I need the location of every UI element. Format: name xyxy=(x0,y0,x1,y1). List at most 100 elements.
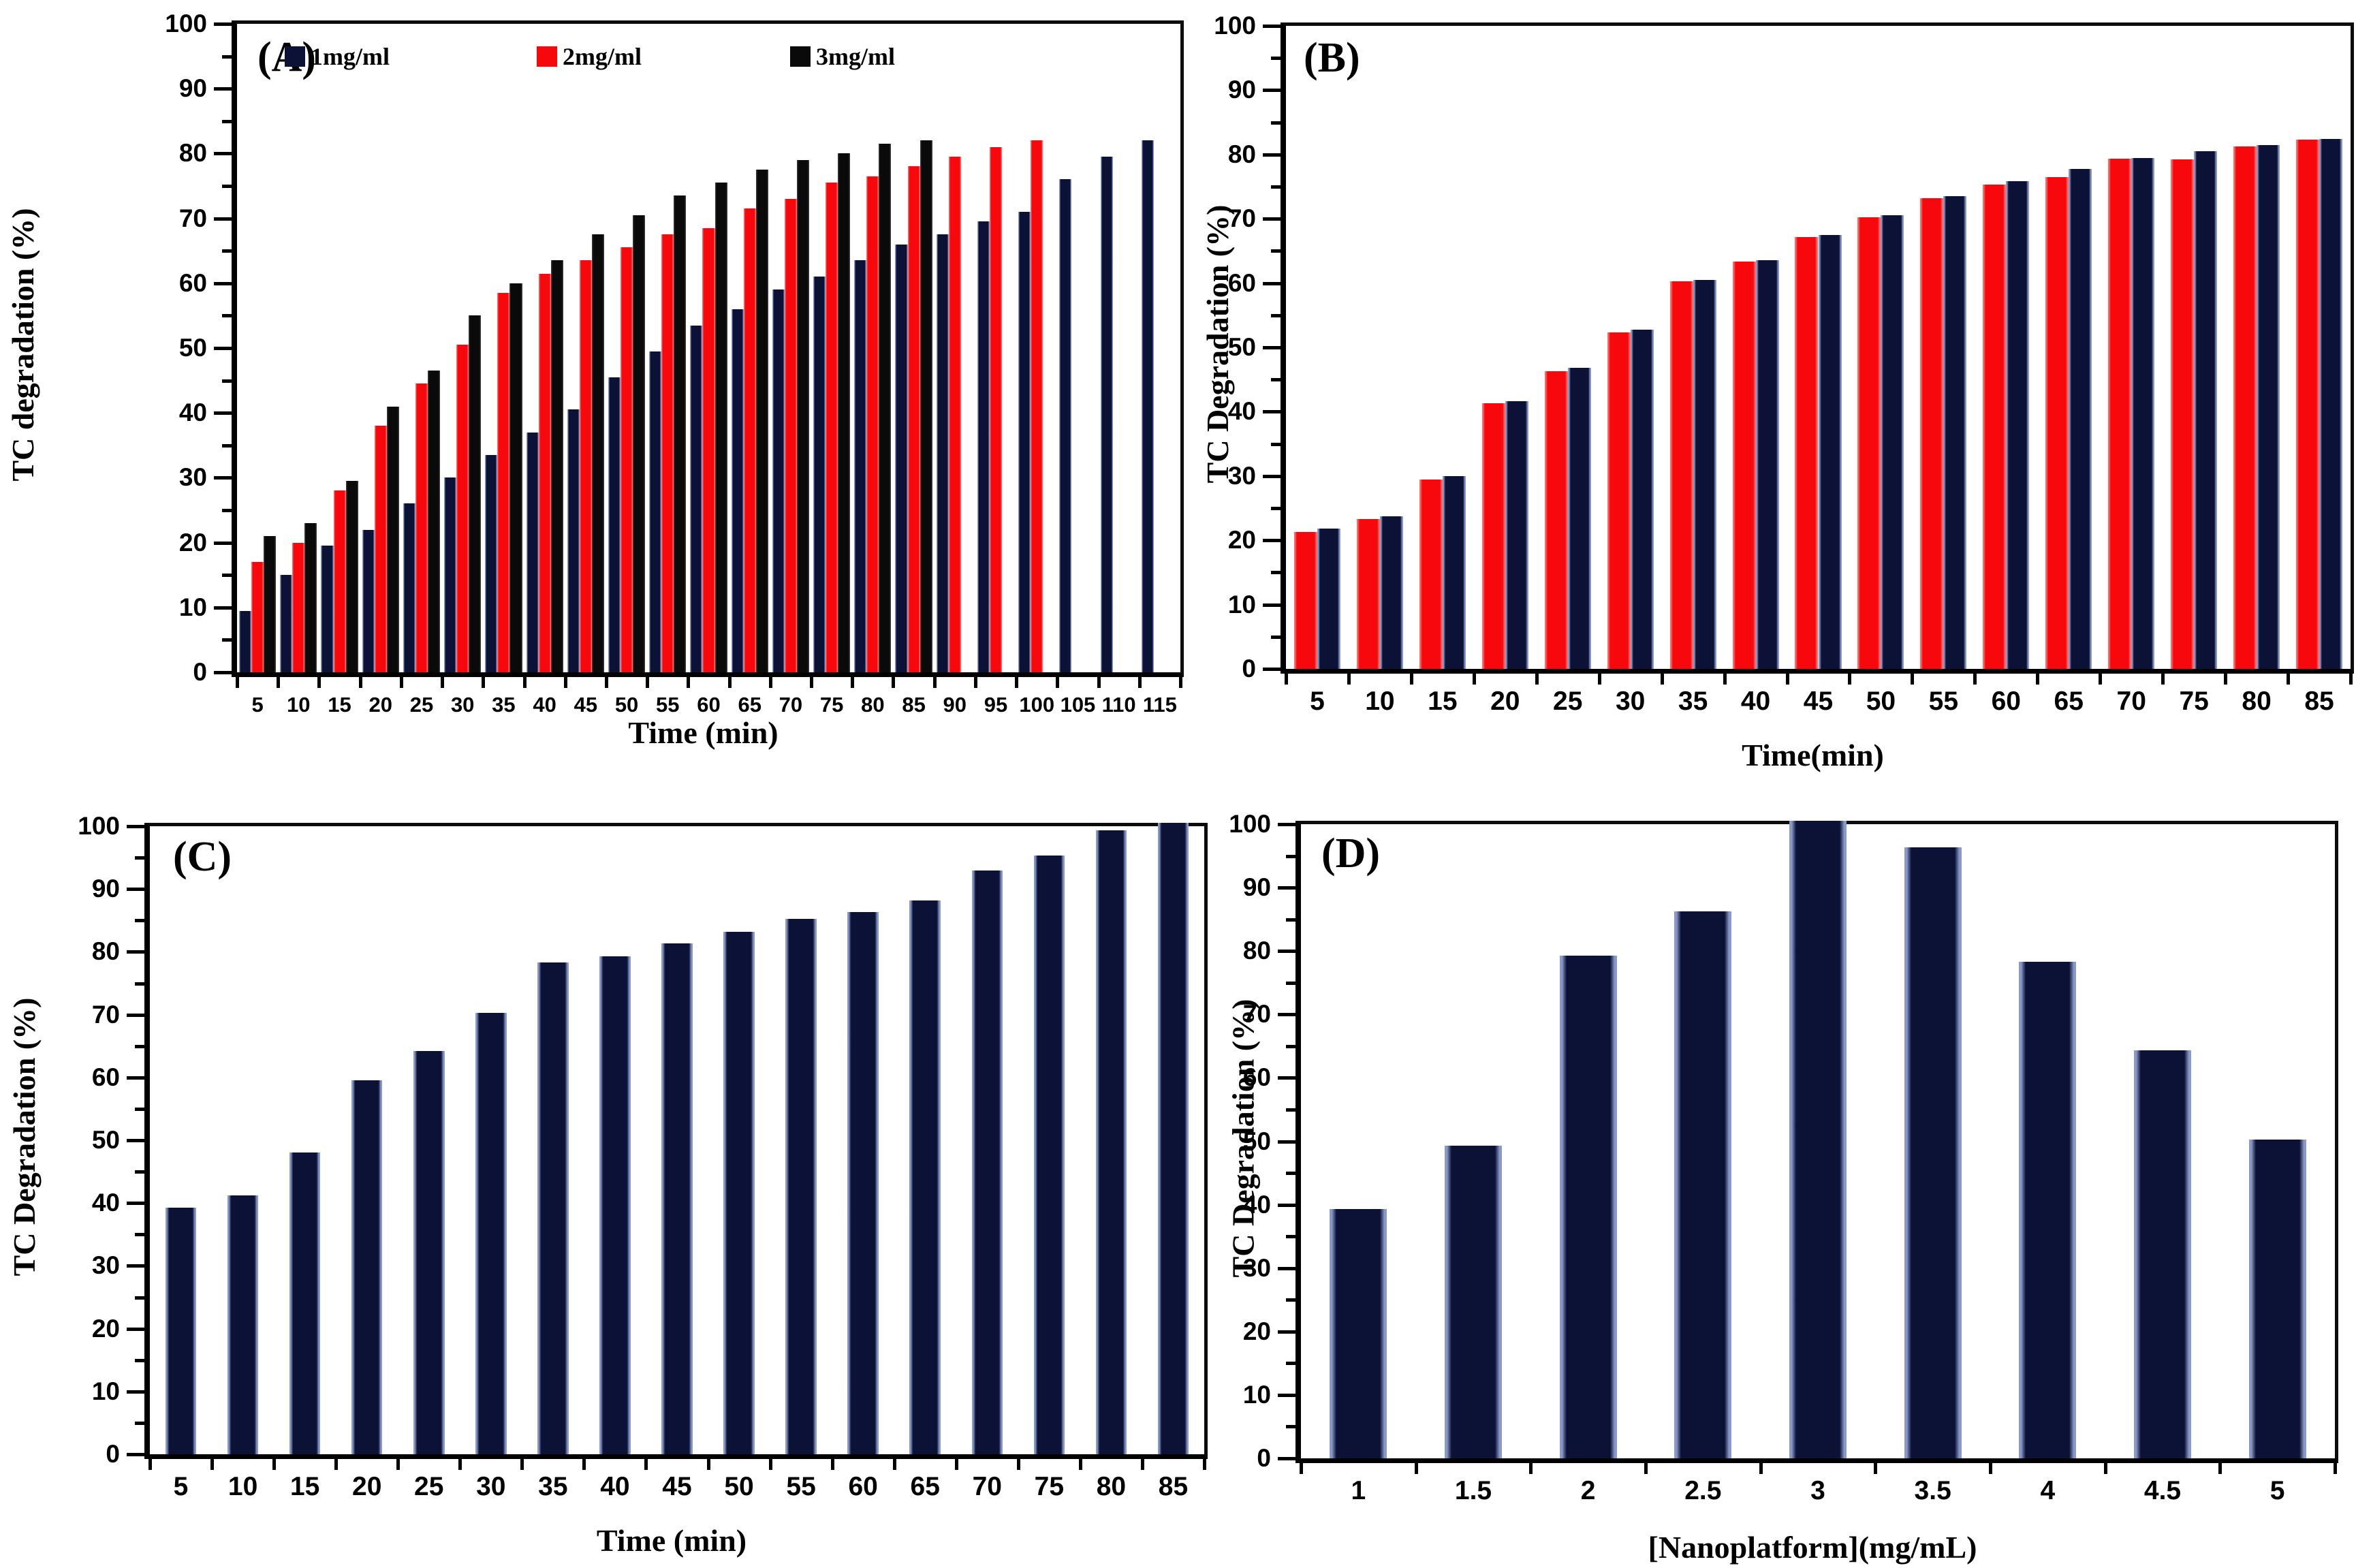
y-tick-minor xyxy=(1286,1425,1295,1429)
bar xyxy=(1559,955,1617,1458)
y-tick-major xyxy=(214,347,232,350)
bar xyxy=(971,870,1003,1454)
y-tick-label: 30 xyxy=(1227,461,1256,490)
y-tick-label: 90 xyxy=(1242,873,1271,902)
x-tick-label: 60 xyxy=(848,1472,878,1501)
x-tick-label: 30 xyxy=(476,1472,506,1501)
x-tick xyxy=(1203,1459,1206,1470)
x-tick xyxy=(522,677,527,688)
x-tick xyxy=(482,677,486,688)
x-tick xyxy=(1347,674,1351,685)
x-tick xyxy=(1597,674,1601,685)
y-tick-minor xyxy=(222,249,232,253)
x-tick xyxy=(810,677,814,688)
bar xyxy=(1674,911,1732,1458)
x-tick xyxy=(768,677,772,688)
bar xyxy=(731,309,744,672)
x-tick-label: 1 xyxy=(1351,1476,1366,1505)
bar xyxy=(403,503,415,672)
bar xyxy=(772,289,785,672)
x-tick xyxy=(1137,677,1142,688)
bar xyxy=(1693,279,1716,669)
x-axis-title: Time(min) xyxy=(1742,738,1884,772)
x-tick xyxy=(1015,677,1019,688)
x-tick-label: 85 xyxy=(2304,687,2334,716)
y-tick-major xyxy=(127,1202,144,1206)
bar xyxy=(784,199,797,672)
bar xyxy=(289,1153,321,1454)
x-tick xyxy=(1472,674,1476,685)
y-tick-minor xyxy=(135,1107,144,1111)
x-tick xyxy=(1785,674,1789,685)
x-tick-label: 70 xyxy=(972,1472,1002,1501)
y-tick-label: 20 xyxy=(1242,1317,1271,1345)
y-tick-label: 40 xyxy=(91,1189,120,1217)
bar xyxy=(1818,234,1842,669)
x-tick xyxy=(1179,677,1182,688)
y-tick-label: 20 xyxy=(91,1314,120,1343)
y-tick-minor xyxy=(1271,185,1281,189)
x-tick-label: 10 xyxy=(287,693,311,717)
x-tick-label: 20 xyxy=(352,1472,382,1501)
bar xyxy=(907,166,920,672)
bar xyxy=(1544,371,1568,669)
y-tick-minor xyxy=(135,1296,144,1300)
x-tick-label: 85 xyxy=(902,693,926,717)
x-tick xyxy=(2287,674,2291,685)
y-tick-major xyxy=(1263,153,1281,157)
y-tick-major xyxy=(1263,217,1281,221)
x-tick-label: 2 xyxy=(1580,1476,1596,1505)
x-tick-label: 4 xyxy=(2040,1476,2056,1505)
x-tick xyxy=(1409,674,1413,685)
x-tick xyxy=(1644,1463,1648,1474)
bar xyxy=(723,931,755,1454)
x-tick xyxy=(396,1459,400,1470)
x-tick-label: 45 xyxy=(662,1472,692,1501)
y-tick-minor xyxy=(135,856,144,860)
bar xyxy=(304,523,317,672)
y-tick-label: 70 xyxy=(91,1000,120,1029)
x-tick xyxy=(334,1459,339,1470)
bar xyxy=(550,260,563,672)
y-tick-minor xyxy=(222,509,232,512)
plot-area: (D) 0 10 20 30 40 50 60 70 80 90 100 1 1.5 2 2.5 3 3.5 4 4… xyxy=(1229,810,2338,1505)
y-tick-minor xyxy=(1286,1044,1295,1048)
y-tick-major xyxy=(1263,281,1281,285)
bar xyxy=(1920,198,1944,669)
bar xyxy=(386,406,399,672)
bar xyxy=(2006,181,2030,669)
bar xyxy=(1669,281,1693,669)
x-tick-label: 65 xyxy=(910,1472,940,1501)
x-tick-label: 55 xyxy=(1928,687,1959,716)
bar xyxy=(264,536,277,672)
y-tick-major xyxy=(214,152,232,156)
y-tick-major xyxy=(127,1013,144,1017)
y-tick-label: 40 xyxy=(1227,397,1256,426)
y-tick-label: 60 xyxy=(91,1063,120,1091)
x-tick xyxy=(1285,674,1288,685)
y-tick-major xyxy=(1263,474,1281,478)
x-tick-label: 3.5 xyxy=(1914,1476,1951,1505)
y-tick-label: 0 xyxy=(1257,1444,1271,1472)
y-tick-minor xyxy=(1286,981,1295,985)
legend: 1mg/ml 2mg/ml 3mg/ml xyxy=(237,43,1180,77)
x-tick xyxy=(932,677,937,688)
legend-swatch-3mgml xyxy=(790,46,811,67)
x-tick xyxy=(646,677,650,688)
x-tick xyxy=(851,677,855,688)
x-tick-label: 95 xyxy=(984,693,1008,717)
panel-c: TC Degradation (%) (C) 0 10 20 30 40 50 60 70 80… xyxy=(0,783,1223,1568)
bar xyxy=(2131,157,2155,669)
x-tick-label: 75 xyxy=(2179,687,2209,716)
x-axis-title: [Nanoplatform](mg/mL) xyxy=(1648,1530,1977,1565)
y-tick-major xyxy=(1278,1393,1295,1397)
y-tick-label: 90 xyxy=(1227,76,1256,104)
panel-label: (C) xyxy=(173,834,232,880)
y-tick-major xyxy=(214,87,232,91)
x-tick xyxy=(2036,674,2040,685)
y-tick-minor xyxy=(135,982,144,986)
bar xyxy=(537,962,569,1454)
bar xyxy=(1157,823,1189,1454)
bar xyxy=(948,157,961,672)
